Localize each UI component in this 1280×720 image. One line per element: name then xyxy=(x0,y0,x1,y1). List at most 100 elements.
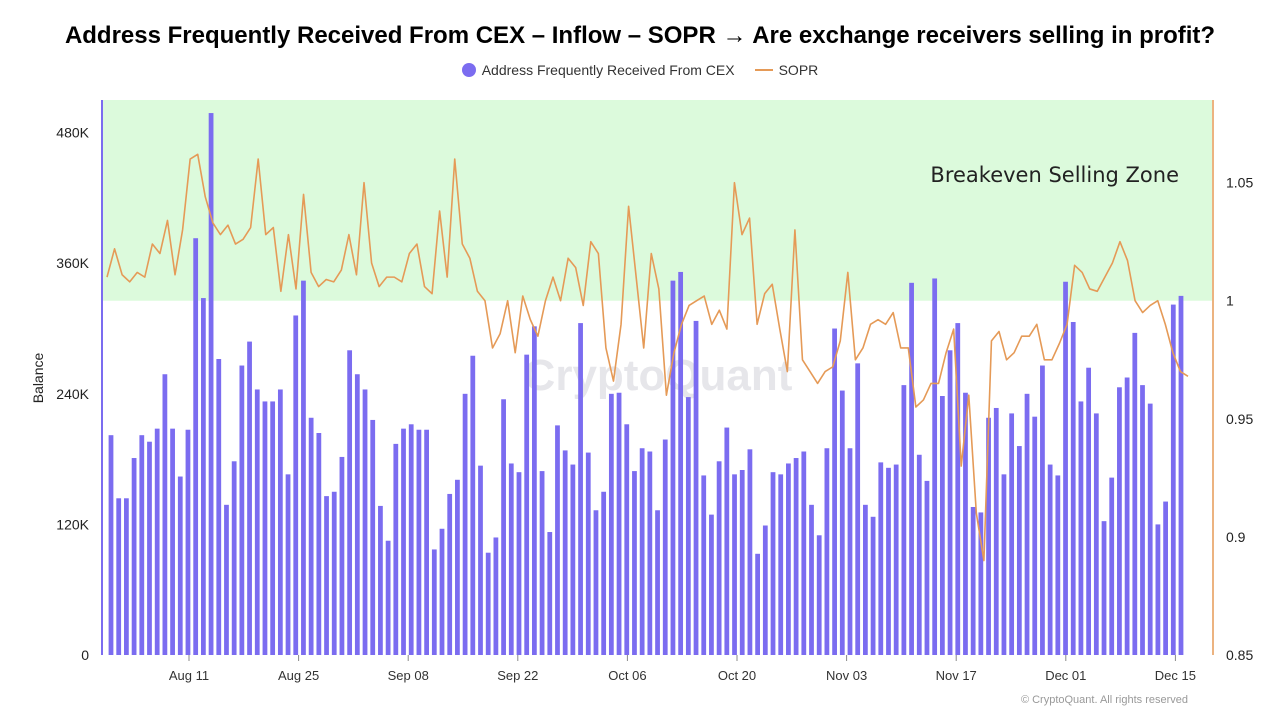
x-tick-label: Oct 20 xyxy=(718,668,756,683)
inflow-bar xyxy=(662,439,668,655)
x-tick-label: Oct 06 xyxy=(608,668,646,683)
inflow-bar xyxy=(1055,475,1061,655)
inflow-bar xyxy=(231,461,237,655)
x-axis-ticks: Aug 11 Aug 25 Sep 08 Sep 22 Oct 06 Oct 20 Nov … xyxy=(169,655,1196,683)
inflow-bar xyxy=(1070,322,1076,655)
inflow-bar xyxy=(670,280,676,655)
inflow-bar xyxy=(1009,413,1015,655)
inflow-bar xyxy=(316,433,322,655)
inflow-bar xyxy=(1016,446,1022,655)
inflow-bar xyxy=(909,282,914,655)
inflow-bar xyxy=(855,363,861,655)
inflow-bar xyxy=(154,428,160,655)
inflow-bar xyxy=(916,454,922,655)
inflow-bar xyxy=(570,464,576,655)
inflow-bar xyxy=(447,493,453,655)
inflow-bar xyxy=(955,323,961,655)
inflow-bar xyxy=(1101,521,1107,655)
inflow-bar xyxy=(801,451,807,655)
inflow-bar xyxy=(362,389,368,655)
inflow-bar xyxy=(1032,416,1038,655)
inflow-bar xyxy=(847,448,853,655)
inflow-bar xyxy=(685,397,691,655)
inflow-bar xyxy=(978,512,984,655)
inflow-bar xyxy=(963,392,968,655)
legend: Address Frequently Received From CEX SOP… xyxy=(0,62,1280,78)
inflow-bar xyxy=(1140,385,1145,655)
y-tick-label: 120K xyxy=(56,516,89,532)
inflow-bar xyxy=(601,491,607,655)
inflow-bar xyxy=(139,435,145,655)
inflow-bar xyxy=(224,504,229,655)
inflow-bar xyxy=(200,298,206,655)
inflow-bar xyxy=(716,461,722,655)
inflow-bar xyxy=(462,393,468,655)
inflow-bar xyxy=(1132,332,1138,655)
inflow-bar xyxy=(632,471,637,655)
y2-axis-ticks: 0.85 0.9 0.95 1 1.05 xyxy=(1226,175,1253,663)
inflow-bar xyxy=(539,471,545,655)
inflow-bar xyxy=(478,465,483,655)
inflow-bar xyxy=(832,328,837,655)
breakeven-zone xyxy=(102,100,1212,301)
inflow-bar xyxy=(1117,387,1122,655)
legend-item-sopr[interactable]: SOPR xyxy=(754,62,818,78)
inflow-bar xyxy=(1124,377,1130,655)
inflow-bar xyxy=(678,271,684,655)
inflow-bar xyxy=(1109,477,1115,655)
inflow-bar xyxy=(924,480,930,655)
inflow-bar xyxy=(308,417,314,655)
inflow-bar xyxy=(239,365,245,655)
inflow-bar xyxy=(324,496,329,655)
inflow-bar xyxy=(901,385,907,655)
sopr-line xyxy=(106,153,1189,562)
inflow-bar xyxy=(732,474,737,655)
inflow-bar xyxy=(555,425,560,655)
legend-item-inflow[interactable]: Address Frequently Received From CEX xyxy=(461,62,735,78)
inflow-bar xyxy=(354,374,360,655)
inflow-bar xyxy=(608,393,614,655)
inflow-bar xyxy=(886,467,891,655)
inflow-bar xyxy=(624,424,630,655)
y2-tick-label: 0.85 xyxy=(1226,647,1253,663)
inflow-bar xyxy=(770,472,776,655)
inflow-bar xyxy=(1024,393,1030,655)
inflow-bar xyxy=(947,350,953,655)
inflow-bar xyxy=(416,429,422,655)
inflow-bar xyxy=(1155,524,1161,655)
inflow-bar xyxy=(393,443,399,655)
y2-tick-label: 0.95 xyxy=(1226,411,1253,427)
inflow-bar xyxy=(331,491,337,655)
inflow-bar xyxy=(254,389,260,655)
inflow-bar xyxy=(701,475,707,655)
inflow-bar xyxy=(993,407,999,655)
inflow-bar xyxy=(639,448,645,655)
x-tick-label: Dec 01 xyxy=(1045,668,1086,683)
inflow-bar xyxy=(378,505,383,655)
legend-marker-sopr xyxy=(754,69,773,71)
inflow-bar xyxy=(339,456,345,655)
inflow-bar xyxy=(578,323,583,655)
inflow-bar xyxy=(1163,501,1168,655)
inflow-bar xyxy=(709,514,714,655)
inflow-bar xyxy=(1078,401,1084,655)
inflow-bar xyxy=(739,470,745,655)
y-tick-label: 480K xyxy=(56,125,89,141)
inflow-bar xyxy=(839,390,845,655)
inflow-bar xyxy=(501,399,506,655)
inflow-bar xyxy=(401,428,406,655)
y-axis-ticks: 0 120K 240K 360K 480K xyxy=(56,125,89,663)
inflow-bar xyxy=(431,549,437,655)
inflow-bar xyxy=(108,435,114,655)
inflow-bar xyxy=(270,401,276,655)
y-tick-label: 0 xyxy=(81,647,89,663)
inflow-bar xyxy=(863,504,868,655)
inflow-bar xyxy=(301,280,306,655)
inflow-bar xyxy=(585,452,591,655)
inflow-bar xyxy=(724,427,730,655)
y2-tick-label: 1 xyxy=(1226,293,1234,309)
inflow-bar xyxy=(932,278,938,655)
inflow-bar xyxy=(208,113,214,655)
inflow-bar xyxy=(131,458,137,655)
inflow-bar xyxy=(939,396,945,655)
